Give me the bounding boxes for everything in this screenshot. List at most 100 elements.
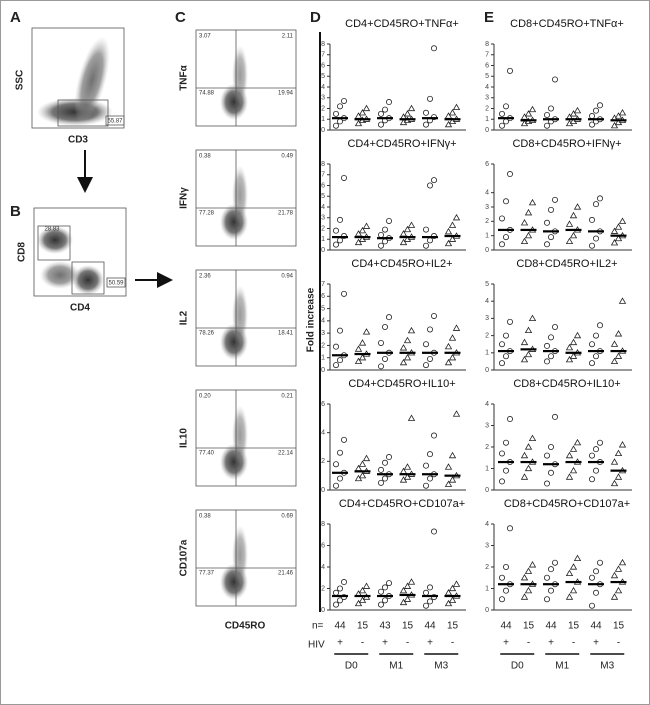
data-point xyxy=(520,573,529,581)
data-point xyxy=(610,121,619,129)
cell-cloud xyxy=(232,165,248,225)
y-tick-label: 2 xyxy=(485,218,489,225)
y-tick-label: 2 xyxy=(321,105,325,112)
panel-title: CD4+CD45RO+IL10+ xyxy=(348,378,455,390)
data-point xyxy=(381,226,388,233)
quadrant-value: 21.78 xyxy=(278,211,294,217)
data-point xyxy=(597,102,604,109)
y-tick-label: 5 xyxy=(485,73,489,80)
data-point xyxy=(610,357,619,364)
data-point xyxy=(426,598,433,605)
data-point xyxy=(593,467,600,474)
quadrant-value: 18.41 xyxy=(278,331,294,337)
data-point xyxy=(362,582,371,589)
data-point xyxy=(381,597,388,604)
data-point xyxy=(502,439,509,446)
y-tick-label: 6 xyxy=(321,542,325,549)
data-point xyxy=(399,586,408,594)
data-point xyxy=(422,482,429,489)
n-value: 44 xyxy=(334,621,346,632)
data-point xyxy=(502,198,509,205)
y-tick-label: 0 xyxy=(321,247,325,254)
data-point xyxy=(403,110,412,117)
data-point xyxy=(444,342,453,350)
y-tick-label: 3 xyxy=(485,542,489,549)
data-point xyxy=(502,353,509,360)
panel-label: B xyxy=(10,203,21,220)
data-point xyxy=(426,182,433,189)
plot-frame xyxy=(33,207,127,297)
data-point xyxy=(381,323,388,330)
data-point xyxy=(444,463,453,470)
y-tick-label: 2 xyxy=(321,458,325,465)
data-point xyxy=(403,225,412,233)
data-point xyxy=(498,596,505,603)
data-point xyxy=(569,231,578,239)
data-point xyxy=(614,565,623,572)
data-point xyxy=(569,586,578,594)
data-point xyxy=(565,220,574,227)
axis-label: IFNγ xyxy=(179,187,190,209)
n-value: 44 xyxy=(424,621,436,632)
data-point xyxy=(430,312,437,319)
axis-label: Fold increase xyxy=(306,287,317,352)
data-point xyxy=(524,586,533,594)
data-point xyxy=(544,219,551,226)
gate-box xyxy=(105,115,125,126)
data-point xyxy=(426,237,433,244)
data-point xyxy=(444,358,453,366)
gate-value: 55.87 xyxy=(107,119,123,125)
data-point xyxy=(610,571,619,579)
quadrant-value: 77.28 xyxy=(199,211,215,217)
data-point xyxy=(597,439,604,446)
hiv-sign: + xyxy=(593,638,599,649)
y-tick-label: 3 xyxy=(485,204,489,211)
data-point xyxy=(444,599,453,607)
data-point xyxy=(548,206,555,213)
data-point xyxy=(422,362,429,369)
data-point xyxy=(422,589,429,596)
data-point xyxy=(407,104,416,112)
y-tick-label: 7 xyxy=(485,52,489,59)
data-point xyxy=(528,105,537,113)
timepoint-label: D0 xyxy=(345,661,358,672)
hiv-sign: - xyxy=(617,638,620,649)
data-point xyxy=(610,340,619,347)
data-point xyxy=(377,466,384,473)
data-point xyxy=(548,443,555,450)
y-tick-label: 5 xyxy=(321,73,325,80)
n-value: 15 xyxy=(613,621,625,632)
data-point xyxy=(520,355,529,363)
data-point xyxy=(385,314,392,321)
data-point xyxy=(618,297,627,304)
y-tick-label: 8 xyxy=(321,41,325,48)
y-tick-label: 6 xyxy=(321,401,325,408)
data-point xyxy=(498,450,505,457)
data-point xyxy=(422,109,429,116)
n-value: 15 xyxy=(447,621,459,632)
data-point xyxy=(552,323,559,330)
data-point xyxy=(589,242,596,249)
data-point xyxy=(528,314,537,321)
data-point xyxy=(524,443,533,450)
data-point xyxy=(589,121,596,128)
data-point xyxy=(332,482,339,489)
data-point xyxy=(589,476,596,483)
axis-label: CD3 xyxy=(68,135,88,146)
y-tick-label: 6 xyxy=(321,62,325,69)
plot-frame xyxy=(195,149,297,247)
quadrant-value: 2.11 xyxy=(282,34,294,40)
timepoint-label: M3 xyxy=(600,661,614,672)
data-point xyxy=(340,290,347,297)
data-point xyxy=(502,587,509,594)
gate xyxy=(71,261,105,295)
data-point xyxy=(544,596,551,603)
data-point xyxy=(614,586,623,594)
data-point xyxy=(452,324,461,331)
quadrant-value: 74.88 xyxy=(199,91,215,97)
quadrant-value: 0.21 xyxy=(281,394,293,400)
timepoint-label: M3 xyxy=(434,661,448,672)
quadrant-value: 22.14 xyxy=(278,451,294,457)
panel-title: CD4+CD45RO+IFNγ+ xyxy=(347,138,456,150)
